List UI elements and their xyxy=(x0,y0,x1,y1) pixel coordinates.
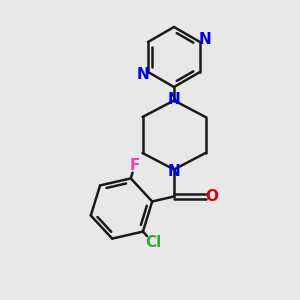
Text: O: O xyxy=(206,189,219,204)
Text: N: N xyxy=(137,67,150,82)
Text: N: N xyxy=(198,32,211,47)
Text: N: N xyxy=(168,164,180,178)
Text: Cl: Cl xyxy=(145,235,161,250)
Text: F: F xyxy=(130,158,140,173)
Text: N: N xyxy=(168,92,180,106)
